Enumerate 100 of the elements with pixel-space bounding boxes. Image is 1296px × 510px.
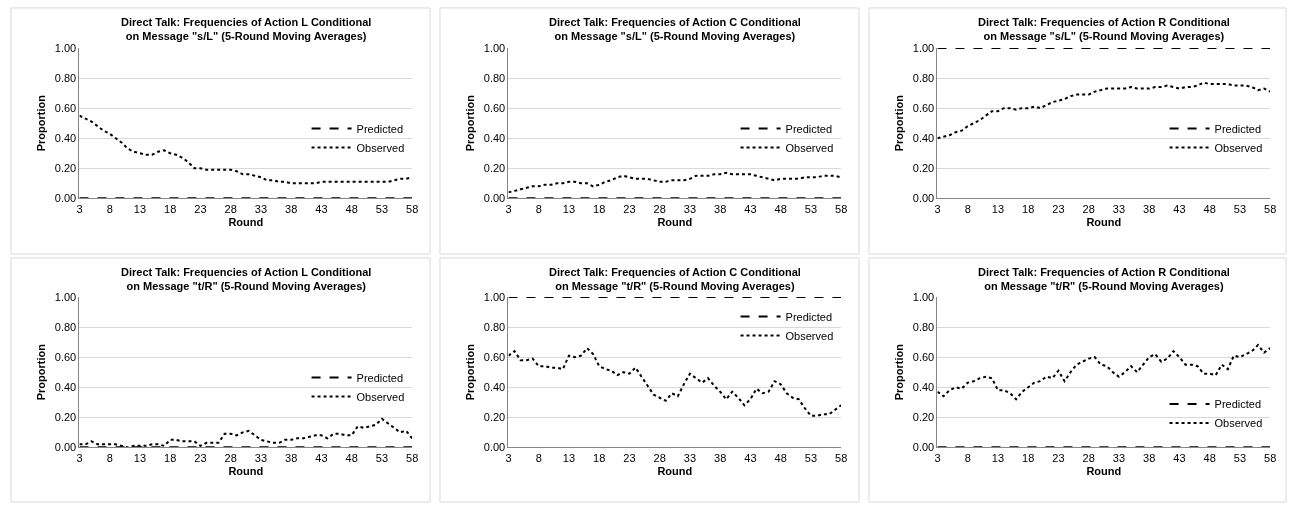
x-tick-label: 23 bbox=[194, 202, 207, 215]
x-tick-label: 13 bbox=[562, 202, 576, 215]
x-tick-label: 3 bbox=[505, 202, 512, 215]
x-tick-label: 28 bbox=[653, 202, 666, 215]
x-tick-label: 38 bbox=[1143, 202, 1156, 215]
y-axis-title: Proportion bbox=[893, 343, 906, 401]
y-tick-label: 1.00 bbox=[54, 41, 77, 54]
x-tick-label: 13 bbox=[133, 202, 147, 215]
y-axis-title: Proportion bbox=[35, 343, 48, 401]
x-tick-label: 13 bbox=[991, 451, 1005, 464]
y-tick-label: 0.20 bbox=[54, 162, 77, 175]
y-axis-title: Proportion bbox=[464, 94, 477, 152]
x-tick-label: 43 bbox=[1173, 451, 1186, 464]
y-tick-label: 0.40 bbox=[483, 132, 506, 145]
x-tick-label: 23 bbox=[1052, 202, 1065, 215]
y-tick-label: 0.20 bbox=[54, 411, 77, 424]
x-tick-label: 43 bbox=[744, 202, 757, 215]
legend-label: Observed bbox=[785, 329, 834, 342]
x-tick-label: 38 bbox=[714, 451, 727, 464]
y-tick-label: 0.60 bbox=[912, 101, 935, 114]
x-tick-label: 18 bbox=[1022, 202, 1035, 215]
x-axis-title: Round bbox=[1086, 215, 1122, 228]
y-axis-title: Proportion bbox=[893, 94, 906, 152]
y-tick-label: 0.40 bbox=[54, 381, 77, 394]
legend-label: Observed bbox=[1214, 141, 1263, 154]
x-tick-label: 33 bbox=[254, 202, 268, 215]
line-series bbox=[937, 344, 1271, 401]
x-tick-label: 8 bbox=[535, 202, 542, 215]
x-tick-label: 38 bbox=[1143, 451, 1156, 464]
y-tick-label: 0.60 bbox=[54, 101, 77, 114]
chart-title: Direct Talk: Frequencies of Action C Conditional on Message "t/R" (5-Round Moving Averages) bbox=[549, 266, 801, 293]
legend-label: Predicted bbox=[785, 122, 833, 135]
x-tick-label: 3 bbox=[76, 202, 83, 215]
y-tick-label: 0.40 bbox=[912, 381, 935, 394]
x-tick-label: 58 bbox=[406, 202, 419, 215]
y-tick-label: 1.00 bbox=[912, 290, 935, 303]
line-series bbox=[508, 347, 842, 417]
x-tick-label: 3 bbox=[934, 451, 941, 464]
y-tick-label: 0.20 bbox=[483, 411, 506, 424]
x-tick-label: 38 bbox=[714, 202, 727, 215]
x-tick-label: 18 bbox=[164, 202, 177, 215]
y-tick-label: 1.00 bbox=[54, 290, 77, 303]
y-tick-label: 0.00 bbox=[912, 441, 935, 454]
y-tick-label: 0.40 bbox=[483, 381, 506, 394]
y-tick-label: 0.00 bbox=[54, 192, 77, 205]
y-tick-label: 0.20 bbox=[483, 162, 506, 175]
x-tick-label: 58 bbox=[835, 202, 848, 215]
y-tick-label: 0.60 bbox=[54, 350, 77, 363]
x-tick-label: 23 bbox=[623, 451, 636, 464]
x-axis-title: Round bbox=[228, 215, 264, 228]
x-tick-label: 43 bbox=[315, 451, 328, 464]
x-tick-label: 33 bbox=[254, 451, 268, 464]
y-tick-label: 0.00 bbox=[912, 192, 935, 205]
line-series bbox=[937, 81, 1271, 140]
x-tick-label: 18 bbox=[593, 202, 606, 215]
y-tick-label: 0.00 bbox=[54, 441, 77, 454]
chart-title: Direct Talk: Frequencies of Action C Conditional on Message "s/L" (5-Round Moving Averages) bbox=[549, 16, 801, 43]
x-tick-label: 23 bbox=[623, 202, 636, 215]
y-tick-label: 0.80 bbox=[483, 71, 506, 84]
legend-label: Observed bbox=[1214, 417, 1263, 430]
chart-title: Direct Talk: Frequencies of Action R Conditional on Message "t/R" (5-Round Moving Averages) bbox=[978, 266, 1230, 293]
line-series bbox=[508, 171, 842, 194]
x-tick-label: 48 bbox=[1203, 451, 1216, 464]
x-tick-label: 3 bbox=[505, 451, 512, 464]
x-tick-label: 8 bbox=[535, 451, 542, 464]
y-tick-label: 0.80 bbox=[54, 71, 77, 84]
x-tick-label: 8 bbox=[964, 202, 971, 215]
y-tick-label: 0.60 bbox=[483, 101, 506, 114]
y-tick-label: 0.80 bbox=[483, 320, 506, 333]
x-tick-label: 53 bbox=[1233, 202, 1247, 215]
x-axis-title: Round bbox=[228, 464, 264, 477]
legend-label: Predicted bbox=[356, 122, 404, 135]
x-tick-label: 28 bbox=[224, 202, 237, 215]
x-tick-label: 58 bbox=[1264, 451, 1277, 464]
y-tick-label: 1.00 bbox=[483, 41, 506, 54]
x-tick-label: 53 bbox=[804, 202, 818, 215]
y-tick-label: 0.00 bbox=[483, 441, 506, 454]
y-tick-label: 0.80 bbox=[912, 71, 935, 84]
y-tick-label: 1.00 bbox=[912, 41, 935, 54]
x-tick-label: 28 bbox=[1082, 451, 1095, 464]
x-tick-label: 13 bbox=[133, 451, 147, 464]
x-tick-label: 38 bbox=[285, 451, 298, 464]
y-tick-label: 0.20 bbox=[912, 162, 935, 175]
x-tick-label: 33 bbox=[683, 451, 697, 464]
x-tick-label: 53 bbox=[804, 451, 818, 464]
legend-label: Observed bbox=[356, 141, 405, 154]
y-tick-label: 0.00 bbox=[483, 192, 506, 205]
x-tick-label: 8 bbox=[106, 202, 113, 215]
x-tick-label: 13 bbox=[991, 202, 1005, 215]
x-tick-label: 23 bbox=[194, 451, 207, 464]
x-tick-label: 13 bbox=[562, 451, 576, 464]
x-tick-label: 8 bbox=[106, 451, 113, 464]
x-tick-label: 58 bbox=[835, 451, 848, 464]
x-tick-label: 43 bbox=[1173, 202, 1186, 215]
x-tick-label: 18 bbox=[593, 451, 606, 464]
x-axis-title: Round bbox=[657, 215, 693, 228]
y-tick-label: 1.00 bbox=[483, 290, 506, 303]
y-tick-label: 0.80 bbox=[54, 320, 77, 333]
x-tick-label: 53 bbox=[1233, 451, 1247, 464]
x-tick-label: 18 bbox=[1022, 451, 1035, 464]
